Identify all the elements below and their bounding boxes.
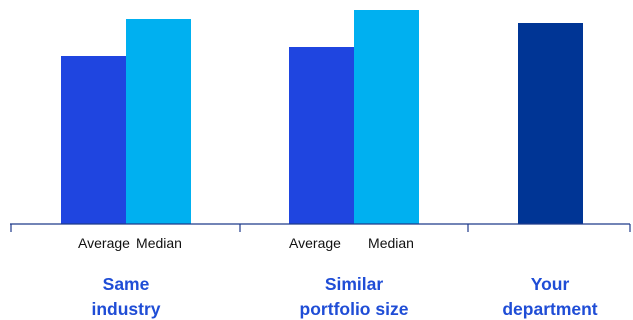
group-label-line: department bbox=[502, 299, 597, 319]
bar-label-average: Average bbox=[289, 235, 341, 251]
group-label-line: Your bbox=[531, 274, 570, 294]
bar-label-median: Median bbox=[136, 235, 182, 251]
group-label-line: Similar bbox=[325, 274, 384, 294]
bar-1-median bbox=[126, 19, 191, 224]
group-label-line: industry bbox=[91, 299, 160, 319]
group-label-line: portfolio size bbox=[300, 299, 409, 319]
bar-3-value bbox=[518, 23, 583, 224]
x-axis bbox=[10, 223, 631, 232]
group-label-line: Same bbox=[103, 274, 150, 294]
bar-1-average bbox=[61, 56, 126, 224]
bars-layer bbox=[61, 10, 583, 224]
bar-label-average: Average bbox=[78, 235, 130, 251]
bar-2-average bbox=[289, 47, 354, 224]
labels-layer: Average Median Same industry Average Median Si… bbox=[78, 235, 598, 319]
bar-2-median bbox=[354, 10, 419, 224]
bar-label-median: Median bbox=[368, 235, 414, 251]
